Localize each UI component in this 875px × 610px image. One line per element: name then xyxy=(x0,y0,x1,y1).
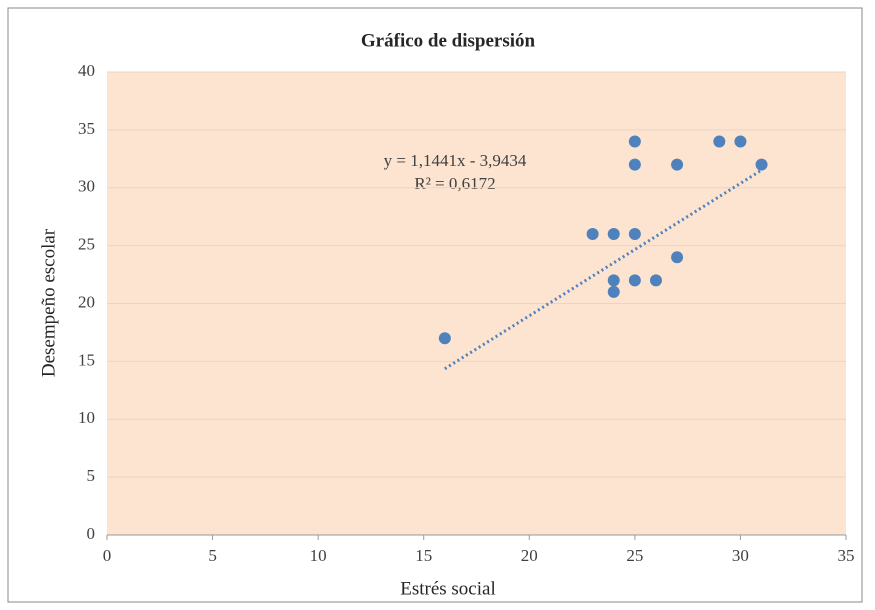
y-tick-label: 20 xyxy=(78,292,95,311)
data-point xyxy=(734,135,747,148)
y-tick-label: 15 xyxy=(78,350,95,369)
y-tick-label: 5 xyxy=(87,466,96,485)
data-point xyxy=(586,228,599,241)
data-point xyxy=(671,158,684,171)
y-tick-label: 10 xyxy=(78,408,95,427)
data-point xyxy=(671,251,684,264)
data-point xyxy=(607,285,620,298)
x-tick-label: 15 xyxy=(415,546,432,565)
data-point xyxy=(607,274,620,287)
y-tick-label: 40 xyxy=(78,61,95,80)
data-point xyxy=(628,228,641,241)
trendline-equation: y = 1,1441x - 3,9434 xyxy=(384,151,527,170)
data-point xyxy=(607,228,620,241)
x-tick-label: 0 xyxy=(103,546,112,565)
x-tick-label: 20 xyxy=(521,546,538,565)
data-point xyxy=(649,274,662,287)
x-tick-label: 5 xyxy=(208,546,217,565)
x-tick-label: 25 xyxy=(626,546,643,565)
y-tick-label: 25 xyxy=(78,235,95,254)
data-point xyxy=(438,332,451,345)
x-tick-label: 10 xyxy=(310,546,327,565)
trendline-r2: R² = 0,6172 xyxy=(414,174,495,193)
data-point xyxy=(628,135,641,148)
y-tick-label: 35 xyxy=(78,119,95,138)
x-tick-label: 35 xyxy=(838,546,855,565)
y-axis-label: Desempeño escolar xyxy=(38,228,59,377)
data-point xyxy=(755,158,768,171)
data-point xyxy=(628,158,641,171)
trendline xyxy=(444,168,763,371)
x-tick-label: 30 xyxy=(732,546,749,565)
y-tick-label: 0 xyxy=(87,524,96,543)
data-point xyxy=(628,274,641,287)
chart-title: Gráfico de dispersión xyxy=(361,30,536,51)
y-tick-label: 30 xyxy=(78,177,95,196)
x-axis-label: Estrés social xyxy=(400,578,496,599)
data-point xyxy=(713,135,726,148)
